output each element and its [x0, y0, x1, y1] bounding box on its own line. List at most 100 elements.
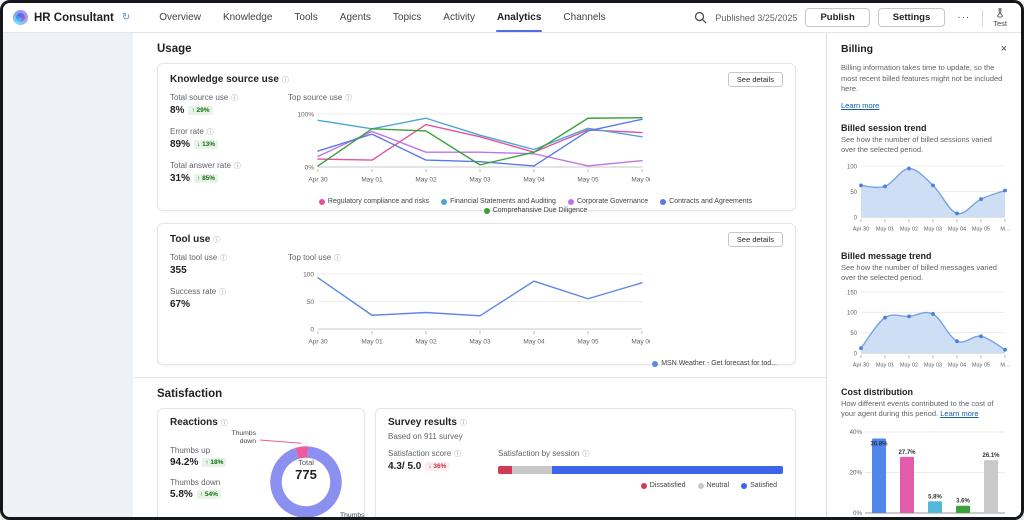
svg-text:36.8%: 36.8%	[870, 441, 888, 447]
svg-text:40%: 40%	[850, 429, 863, 436]
donut-center: Total 775	[278, 458, 334, 482]
search-icon[interactable]	[694, 11, 707, 24]
info-icon	[207, 127, 214, 137]
app-window: HR Consultant ↻ OverviewKnowledgeToolsAg…	[0, 0, 1024, 520]
billed-session-trend-title: Billed session trend	[841, 123, 1007, 133]
stat-label: Satisfaction score	[388, 449, 451, 458]
nav-tab-tools[interactable]: Tools	[283, 3, 328, 32]
svg-text:May 03: May 03	[469, 177, 491, 184]
svg-text:Apr 30: Apr 30	[308, 339, 328, 346]
legend-item: Dissatisfied	[641, 482, 686, 489]
svg-text:26.1%: 26.1%	[982, 453, 1000, 459]
billing-title: Billing	[841, 43, 873, 55]
svg-text:0: 0	[854, 215, 858, 221]
nav-tab-analytics[interactable]: Analytics	[486, 3, 552, 32]
card-title: Tool use	[170, 234, 210, 245]
svg-text:May 02: May 02	[415, 339, 437, 346]
info-icon	[213, 235, 220, 245]
nav-tab-channels[interactable]: Channels	[552, 3, 616, 32]
svg-text:May 06: May 06	[631, 177, 650, 184]
nav-tab-agents[interactable]: Agents	[329, 3, 382, 32]
svg-text:27.7%: 27.7%	[898, 449, 916, 455]
donut-total-label: Total	[278, 458, 334, 467]
published-status: Published 3/25/2025	[715, 13, 797, 23]
delta-badge: ↑ 29%	[188, 106, 212, 115]
nav-tab-knowledge[interactable]: Knowledge	[212, 3, 283, 32]
stat-label: Thumbs down	[170, 478, 220, 487]
usage-section-title: Usage	[157, 43, 796, 55]
satisfaction-section-title: Satisfaction	[157, 388, 796, 400]
see-details-button[interactable]: See details	[728, 232, 783, 247]
info-icon	[460, 418, 467, 428]
info-icon	[220, 253, 227, 263]
billing-panel: Billing Billing information takes time t…	[826, 33, 1021, 517]
see-details-button[interactable]: See details	[728, 72, 783, 87]
close-icon[interactable]	[1001, 44, 1007, 55]
delta-badge: ↑ 54%	[197, 490, 221, 499]
delta-badge: ↓ 13%	[194, 140, 218, 149]
publish-button[interactable]: Publish	[805, 8, 869, 27]
nav-tab-topics[interactable]: Topics	[382, 3, 432, 32]
svg-text:50: 50	[850, 330, 857, 336]
thumbs-down-callout: Thumbs down	[224, 430, 256, 446]
stat-value: 355	[170, 265, 187, 276]
svg-text:May 04: May 04	[523, 177, 545, 184]
card-title: Reactions	[170, 417, 218, 428]
billed-message-trend-title: Billed message trend	[841, 251, 1007, 261]
info-icon	[282, 75, 289, 85]
billing-notice: Billing information takes time to update…	[841, 63, 1007, 95]
survey-subtitle: Based on 911 survey	[388, 432, 783, 441]
chart-title: Top source use	[288, 93, 342, 102]
tool-use-card: Tool use See details Total tool use 355 …	[157, 223, 796, 365]
svg-text:100%: 100%	[297, 111, 314, 118]
info-icon	[454, 449, 461, 459]
top-bar: HR Consultant ↻ OverviewKnowledgeToolsAg…	[3, 3, 1021, 33]
svg-text:May 03: May 03	[469, 339, 491, 346]
nav-tab-overview[interactable]: Overview	[148, 3, 212, 32]
sync-icon: ↻	[122, 12, 130, 23]
stat-label: Total answer rate	[170, 161, 231, 170]
stat-label: Satisfaction by session	[498, 449, 579, 458]
knowledge-source-use-card: Knowledge source use See details Total s…	[157, 63, 796, 211]
test-button[interactable]: Test	[991, 8, 1009, 28]
content-area: Usage Knowledge source use See details T…	[3, 33, 1021, 517]
survey-results-card: Survey results Based on 911 survey Satis…	[375, 408, 796, 517]
satisfaction-score: Satisfaction score 4.3/ 5.0↓ 36%	[388, 449, 484, 489]
satisfaction-by-session: Satisfaction by session Dissatisfied Neut…	[498, 449, 783, 489]
top-tool-use-chart: 100500Apr 30May 01May 02May 03May 04May …	[288, 265, 650, 353]
svg-text:May 04: May 04	[948, 226, 966, 232]
stat-total-answer-rate: Total answer rate 31%↑ 85%	[170, 161, 288, 184]
learn-more-link[interactable]: Learn more	[841, 101, 879, 110]
settings-button[interactable]: Settings	[878, 8, 945, 27]
stat-thumbs-up: Thumbs up 94.2%↑ 18%	[170, 446, 234, 468]
stat-value: 89%	[170, 139, 190, 150]
svg-text:May 01: May 01	[361, 177, 383, 184]
legend-item: Corporate Governance	[568, 198, 648, 205]
svg-text:May 05: May 05	[972, 226, 990, 232]
learn-more-link[interactable]: Learn more	[940, 409, 978, 418]
info-icon	[234, 161, 241, 171]
info-icon	[219, 287, 226, 297]
legend-item: Neutral	[698, 482, 730, 489]
stat-error-rate: Error rate 89%↓ 13%	[170, 127, 288, 150]
app-title: HR Consultant	[34, 12, 114, 24]
cost-distribution-title: Cost distribution	[841, 387, 1007, 397]
more-options-button[interactable]: ···	[953, 10, 974, 25]
svg-text:May 06: May 06	[631, 339, 650, 346]
reactions-card: Reactions Thumbs up 94.2%↑ 18% Thumbs do…	[157, 408, 365, 517]
svg-text:M...: M...	[1000, 226, 1010, 232]
stat-thumbs-down: Thumbs down 5.8%↑ 54%	[170, 478, 234, 500]
svg-text:100: 100	[847, 310, 858, 316]
primary-nav: OverviewKnowledgeToolsAgentsTopicsActivi…	[148, 3, 616, 32]
svg-text:May 05: May 05	[577, 339, 599, 346]
divider	[982, 10, 983, 26]
svg-text:Apr 30: Apr 30	[853, 226, 869, 232]
card-title: Knowledge source use	[170, 74, 279, 85]
svg-text:May 05: May 05	[972, 362, 990, 368]
top-source-use-legend: Regulatory compliance and risksFinancial…	[288, 198, 783, 214]
app-logo-icon	[13, 10, 28, 25]
stat-success-rate: Success rate 67%	[170, 287, 288, 310]
svg-text:May 01: May 01	[876, 226, 894, 232]
svg-text:0%: 0%	[853, 510, 862, 517]
nav-tab-activity[interactable]: Activity	[432, 3, 486, 32]
